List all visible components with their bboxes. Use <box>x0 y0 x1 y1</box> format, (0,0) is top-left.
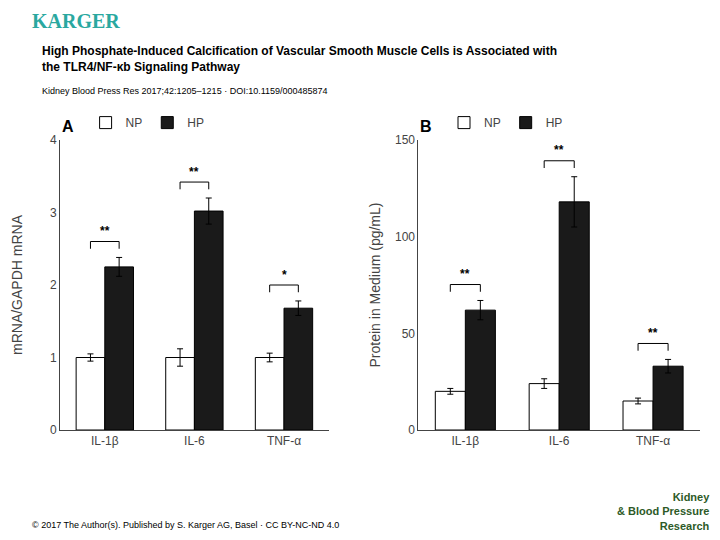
svg-text:HP: HP <box>187 116 204 130</box>
svg-text:**: ** <box>189 165 199 179</box>
svg-text:NP: NP <box>126 116 143 130</box>
svg-text:0: 0 <box>50 423 57 437</box>
svg-text:© 2017 The Author(s). Publishe: © 2017 The Author(s). Published by S. Ka… <box>32 520 339 530</box>
svg-text:**: ** <box>554 143 564 157</box>
svg-text:IL-6: IL-6 <box>184 434 205 448</box>
svg-text:TNF-α: TNF-α <box>636 434 670 448</box>
svg-text:**: ** <box>648 326 658 340</box>
svg-text:KARGER: KARGER <box>32 10 120 32</box>
svg-text:IL-6: IL-6 <box>549 434 570 448</box>
svg-text:A: A <box>62 118 74 135</box>
svg-text:3: 3 <box>50 206 57 220</box>
svg-text:High Phosphate-Induced Calcifi: High Phosphate-Induced Calcification of … <box>42 44 557 74</box>
svg-text:2: 2 <box>50 278 57 292</box>
svg-text:**: ** <box>100 224 110 238</box>
svg-text:50: 50 <box>402 327 416 341</box>
svg-text:IL-1β: IL-1β <box>91 434 119 448</box>
svg-text:HP: HP <box>546 116 563 130</box>
svg-text:100: 100 <box>395 230 415 244</box>
svg-text:4: 4 <box>50 133 57 147</box>
svg-text:Protein in Medium (pg/mL): Protein in Medium (pg/mL) <box>367 203 383 368</box>
svg-text:TNF-α: TNF-α <box>267 434 301 448</box>
svg-text:Kidney& Blood PressureResearch: Kidney& Blood PressureResearch <box>617 491 710 532</box>
svg-text:0: 0 <box>408 423 415 437</box>
svg-text:mRNA/GAPDH mRNA: mRNA/GAPDH mRNA <box>9 214 25 355</box>
svg-text:*: * <box>282 268 287 282</box>
svg-text:150: 150 <box>395 133 415 147</box>
svg-text:1: 1 <box>50 351 57 365</box>
svg-text:B: B <box>420 118 432 135</box>
svg-text:IL-1β: IL-1β <box>452 434 480 448</box>
svg-text:**: ** <box>460 267 470 281</box>
svg-text:NP: NP <box>484 116 501 130</box>
svg-text:Kidney Blood Press Res 2017;42: Kidney Blood Press Res 2017;42:1205–1215… <box>42 86 328 96</box>
